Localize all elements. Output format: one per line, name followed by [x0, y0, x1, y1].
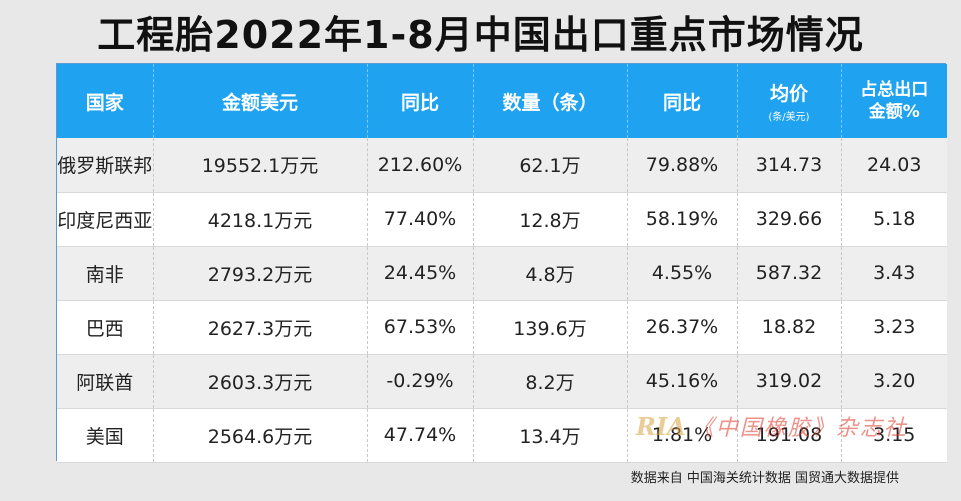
cell-yoy1: -0.29%: [367, 354, 474, 409]
cell-share: 3.20: [841, 354, 947, 409]
cell-share: 24.03: [841, 138, 947, 193]
cell-share: 3.43: [841, 246, 947, 301]
cell-qty: 4.8万: [473, 246, 628, 301]
cell-price: 191.08: [737, 408, 842, 463]
cell-yoy1: 212.60%: [367, 138, 474, 193]
avg-price-unit: (条/美元): [768, 112, 810, 123]
cell-price: 18.82: [737, 300, 842, 355]
cell-price: 319.02: [737, 354, 842, 409]
cell-yoy2: 4.55%: [627, 246, 738, 301]
table-row: 南非 2793.2万元 24.45% 4.8万 4.55% 587.32 3.43: [57, 246, 947, 301]
avg-price-label: 均价: [769, 83, 808, 105]
cell-yoy1: 77.40%: [367, 192, 474, 247]
cell-yoy2: 45.16%: [627, 354, 738, 409]
cell-qty: 139.6万: [473, 300, 628, 355]
col-header-yoy-quantity: 同比: [627, 64, 738, 138]
cell-yoy1: 24.45%: [367, 246, 474, 301]
cell-amount: 2603.3万元: [153, 354, 368, 409]
cell-share: 3.23: [841, 300, 947, 355]
cell-share: 3.15: [841, 408, 947, 463]
cell-amount: 19552.1万元: [153, 138, 368, 193]
cell-qty: 13.4万: [473, 408, 628, 463]
cell-amount: 4218.1万元: [153, 192, 368, 247]
cell-yoy2: 79.88%: [627, 138, 738, 193]
table-row: 巴西 2627.3万元 67.53% 139.6万 26.37% 18.82 3.23: [57, 300, 947, 355]
share-label-line1: 占总出口: [860, 80, 929, 100]
table-row: 阿联酋 2603.3万元 -0.29% 8.2万 45.16% 319.02 3.20: [57, 354, 947, 409]
export-market-table: 国家 金额美元 同比 数量（条） 同比 均价 (条/美元) 占总出口 金额% 俄…: [56, 63, 947, 463]
data-source-note: 数据来自 中国海关统计数据 国贸通大数据提供: [630, 471, 899, 486]
cell-country: 南非: [57, 246, 154, 301]
cell-share: 5.18: [841, 192, 947, 247]
cell-qty: 8.2万: [473, 354, 628, 409]
cell-country: 阿联酋: [57, 354, 154, 409]
cell-country: 巴西: [57, 300, 154, 355]
col-header-share: 占总出口 金额%: [841, 64, 947, 138]
cell-amount: 2564.6万元: [153, 408, 368, 463]
table-row: 俄罗斯联邦 19552.1万元 212.60% 62.1万 79.88% 314.73 24…: [57, 138, 947, 193]
col-header-quantity: 数量（条）: [473, 64, 628, 138]
col-header-avg-price: 均价 (条/美元): [737, 64, 842, 138]
share-label-line2: 金额%: [868, 102, 920, 122]
table-header-row: 国家 金额美元 同比 数量（条） 同比 均价 (条/美元) 占总出口 金额%: [57, 64, 947, 138]
cell-price: 587.32: [737, 246, 842, 301]
col-header-country: 国家: [57, 64, 154, 138]
cell-yoy2: 1.81%: [627, 408, 738, 463]
cell-amount: 2793.2万元: [153, 246, 368, 301]
cell-amount: 2627.3万元: [153, 300, 368, 355]
table-row: 印度尼西亚 4218.1万元 77.40% 12.8万 58.19% 329.66 5.18: [57, 192, 947, 247]
cell-qty: 12.8万: [473, 192, 628, 247]
cell-country: 俄罗斯联邦: [57, 138, 154, 193]
cell-yoy2: 26.37%: [627, 300, 738, 355]
cell-yoy1: 67.53%: [367, 300, 474, 355]
table-row: 美国 2564.6万元 47.74% 13.4万 1.81% 191.08 3.15: [57, 408, 947, 463]
cell-country: 印度尼西亚: [57, 192, 154, 247]
cell-yoy1: 47.74%: [367, 408, 474, 463]
col-header-amount: 金额美元: [153, 64, 368, 138]
cell-price: 314.73: [737, 138, 842, 193]
cell-country: 美国: [57, 408, 154, 463]
cell-qty: 62.1万: [473, 138, 628, 193]
cell-price: 329.66: [737, 192, 842, 247]
page-title: 工程胎2022年1-8月中国出口重点市场情况: [97, 13, 864, 57]
cell-yoy2: 58.19%: [627, 192, 738, 247]
col-header-yoy-amount: 同比: [367, 64, 474, 138]
